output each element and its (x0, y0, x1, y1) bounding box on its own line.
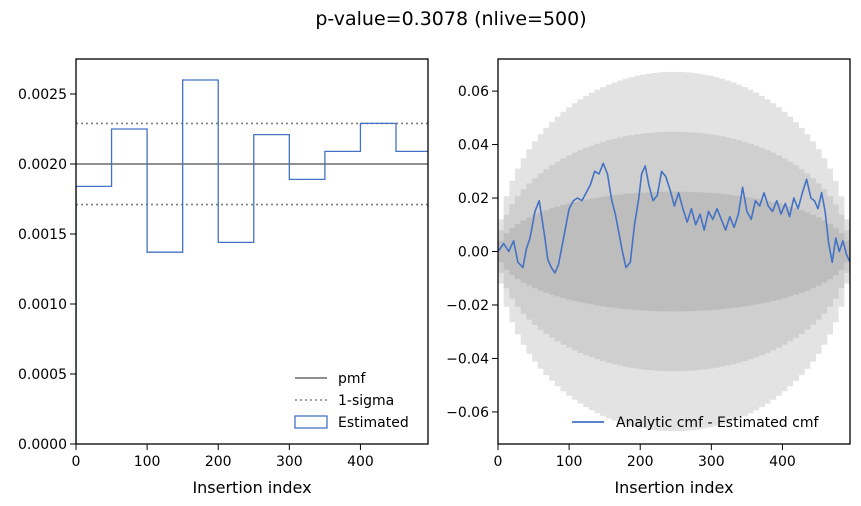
y-tick-label: 0.00 (458, 245, 489, 261)
y-tick-label: 0.04 (458, 138, 489, 154)
y-tick-label: −0.04 (446, 351, 489, 367)
x-tick-label: 200 (205, 454, 232, 470)
legend-estimated-label: Estimated (338, 415, 409, 431)
x-tick-label: 100 (556, 454, 583, 470)
left-panel-chart: 0 100 200 300 400 0.0000 0.0005 0.0010 0.0015 0.0… (18, 58, 429, 497)
y-tick-label: 0.0020 (18, 157, 67, 173)
x-tick-label: 100 (134, 454, 161, 470)
x-tick-label: 400 (769, 454, 796, 470)
cmf-difference-line (498, 162, 850, 274)
right-panel-chart: 0 100 200 300 400 −0.06 −0.04 −0.02 0.00 0.02 0.04… (446, 58, 851, 497)
axes-frame (75, 58, 429, 445)
estimated-step (76, 79, 428, 444)
y-tick-label: 0.02 (458, 191, 489, 207)
axes-frame (497, 58, 851, 445)
plot-area (498, 71, 850, 432)
y-tick-label: 0.0000 (18, 437, 67, 453)
y-tick-label: 0.0010 (18, 297, 67, 313)
x-axis-label: Insertion index (614, 478, 733, 497)
y-tick-label: −0.02 (446, 298, 489, 314)
sigma-band (498, 191, 850, 312)
x-tick-label: 0 (72, 454, 81, 470)
y-tick-label: 0.0005 (18, 367, 67, 383)
x-axis-label: Insertion index (192, 478, 311, 497)
x-tick-label: 400 (347, 454, 374, 470)
legend-estimated-handle (294, 415, 328, 429)
legend-pmf-label: pmf (338, 371, 367, 387)
y-tick-label: 0.0025 (18, 87, 67, 103)
x-tick-label: 200 (627, 454, 654, 470)
x-tick-label: 300 (276, 454, 303, 470)
legend-sigma-label: 1-sigma (338, 393, 394, 409)
y-tick-label: −0.06 (446, 405, 489, 421)
x-tick-label: 300 (698, 454, 725, 470)
figure-title: p-value=0.3078 (nlive=500) (315, 8, 586, 30)
y-tick-label: 0.0015 (18, 227, 67, 243)
legend-cmf-label: Analytic cmf - Estimated cmf (616, 415, 819, 431)
plot-area (76, 79, 428, 444)
y-tick-label: 0.06 (458, 84, 489, 100)
x-tick-label: 0 (494, 454, 503, 470)
